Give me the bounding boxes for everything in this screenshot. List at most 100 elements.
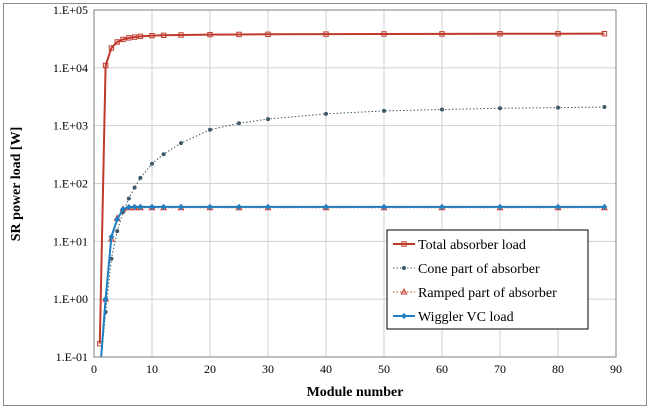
y-tick-label: 1.E+04 — [53, 61, 88, 75]
data-point — [207, 31, 213, 38]
data-point — [555, 203, 561, 210]
data-point — [149, 32, 155, 39]
data-point — [208, 127, 212, 132]
data-point — [97, 371, 102, 376]
data-point — [265, 203, 271, 210]
data-point — [439, 203, 445, 210]
legend-item: Wiggler VC load — [393, 310, 514, 325]
data-point — [602, 105, 607, 110]
data-point — [137, 203, 144, 210]
data-point — [179, 141, 183, 146]
y-tick-label: 1.E+05 — [53, 3, 88, 17]
legend-box — [386, 229, 589, 330]
series-wiggler-vc-load — [97, 203, 608, 377]
series-cone-part-of-absorber — [98, 105, 607, 376]
data-point — [237, 121, 241, 126]
data-point — [126, 35, 132, 41]
series-line-cone-part-of-absorber — [100, 106, 605, 357]
data-point — [382, 108, 386, 113]
data-point — [265, 31, 271, 38]
legend-label: Ramped part of absorber — [418, 286, 557, 301]
data-point — [131, 34, 138, 40]
legend-swatch-marker — [402, 266, 406, 270]
data-point — [114, 216, 121, 223]
series-layer — [97, 30, 608, 377]
x-tick-label: 90 — [610, 362, 622, 376]
y-tick-labels: 1.E-01 1.E+00 1.E+01 1.E+02 1.E+03 1.E+04 1.E+… — [53, 3, 88, 364]
data-point — [115, 229, 120, 234]
data-point — [381, 31, 387, 37]
legend-label: Cone part of absorber — [418, 262, 540, 277]
plot-border — [93, 9, 617, 358]
legend-item: Cone part of absorber — [393, 262, 540, 277]
x-tick-label: 30 — [262, 362, 274, 376]
data-point — [120, 36, 126, 43]
data-point — [236, 203, 242, 210]
y-tick-label: 1.E+02 — [53, 177, 88, 191]
x-tick-label: 10 — [146, 362, 158, 376]
chart-frame — [3, 3, 647, 406]
x-tick-label: 70 — [494, 362, 506, 376]
data-point — [556, 105, 560, 110]
data-point — [601, 30, 608, 37]
data-point — [108, 45, 115, 51]
data-point — [178, 32, 184, 38]
x-tick-label: 50 — [378, 362, 390, 376]
y-tick-label: 1.E+03 — [53, 119, 88, 133]
data-point — [160, 203, 167, 210]
x-tick-label: 60 — [436, 362, 448, 376]
data-point — [266, 117, 270, 122]
y-tick-label: 1.E-01 — [56, 350, 88, 364]
data-point — [137, 33, 144, 40]
data-point — [126, 196, 131, 201]
data-point — [149, 203, 155, 210]
data-point — [108, 233, 115, 240]
series-line-total-absorber-load — [98, 32, 605, 344]
data-point — [178, 203, 184, 210]
legend-swatch-marker — [401, 313, 407, 319]
legend-item: Total absorber load — [393, 238, 526, 253]
data-point — [120, 206, 126, 213]
data-point — [132, 185, 137, 190]
data-point — [207, 203, 213, 210]
x-tick-label: 80 — [552, 362, 564, 376]
y-tick-label: 1.E+01 — [53, 234, 88, 248]
legend-swatch-marker — [401, 241, 407, 247]
data-point — [125, 204, 132, 211]
data-point — [236, 31, 242, 38]
x-tick-labels: 0 10 20 30 40 50 60 70 80 90 — [91, 362, 622, 376]
data-point — [98, 372, 102, 376]
data-point — [323, 203, 329, 210]
data-point — [97, 371, 103, 377]
data-point — [497, 31, 503, 37]
data-point — [161, 152, 166, 157]
legend-label: Total absorber load — [418, 238, 526, 253]
x-axis-title: Module number — [307, 385, 404, 400]
legend-swatch-marker — [400, 287, 408, 295]
data-point — [102, 62, 109, 69]
data-point — [160, 32, 167, 39]
legend-item: Ramped part of absorber — [393, 286, 557, 301]
data-point — [381, 203, 387, 210]
data-point — [138, 175, 143, 180]
series-total-absorber-load — [97, 30, 608, 347]
y-tick-label: 1.E+00 — [53, 292, 88, 306]
data-point — [131, 203, 138, 210]
data-point — [324, 111, 328, 116]
data-point — [497, 203, 503, 210]
x-tick-label: 40 — [320, 362, 332, 376]
data-point — [114, 39, 120, 45]
data-point — [440, 107, 444, 112]
y-axis-title: SR power load [W] — [9, 127, 24, 241]
x-tick-label: 20 — [204, 362, 216, 376]
data-point — [555, 31, 561, 37]
data-point — [102, 296, 109, 303]
legend: Total absorber load Cone part of absorber… — [386, 229, 589, 330]
data-point — [150, 161, 154, 166]
data-point — [601, 203, 608, 210]
data-point — [498, 106, 502, 111]
data-point — [439, 31, 445, 37]
data-point — [323, 31, 329, 37]
x-tick-label: 0 — [91, 362, 97, 376]
